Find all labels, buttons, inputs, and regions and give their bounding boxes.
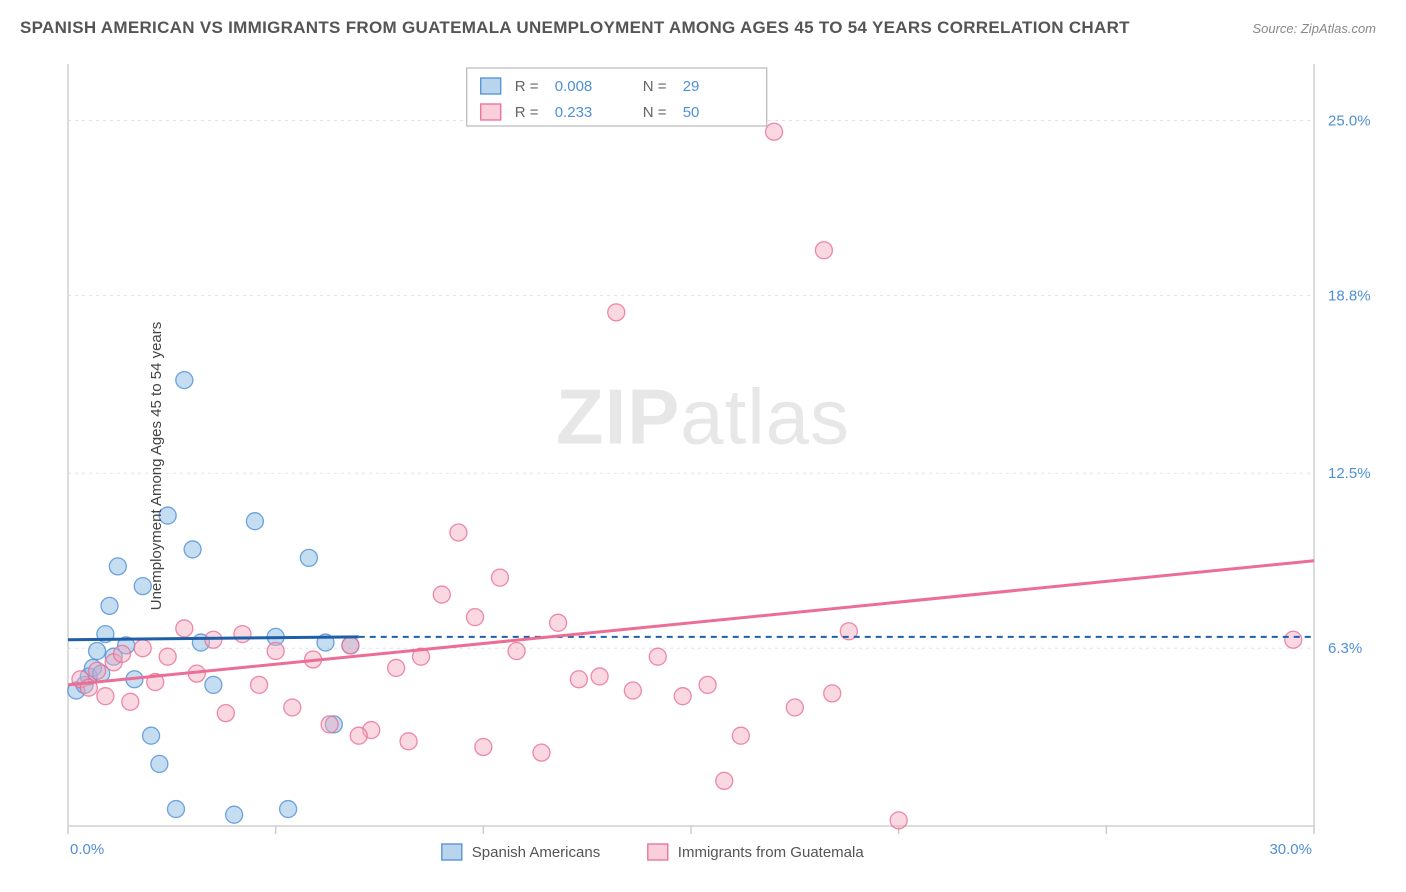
- chart-title: SPANISH AMERICAN VS IMMIGRANTS FROM GUAT…: [20, 18, 1130, 38]
- svg-text:R =: R =: [515, 78, 539, 95]
- scatter-chart: 6.3% 12.5% 18.8% 25.0% 0.0% 30.0% R = 0.008 N = 2…: [20, 58, 1386, 872]
- svg-text:N =: N =: [643, 78, 667, 95]
- svg-text:Spanish Americans: Spanish Americans: [472, 844, 600, 861]
- source-attribution: Source: ZipAtlas.com: [1252, 21, 1376, 36]
- svg-text:0.0%: 0.0%: [70, 841, 104, 858]
- svg-text:12.5%: 12.5%: [1328, 465, 1371, 482]
- svg-text:0.008: 0.008: [555, 78, 593, 95]
- svg-text:18.8%: 18.8%: [1328, 287, 1371, 304]
- svg-text:Immigrants from Guatemala: Immigrants from Guatemala: [678, 844, 865, 861]
- svg-text:R =: R =: [515, 104, 539, 121]
- svg-text:0.233: 0.233: [555, 104, 593, 121]
- svg-text:30.0%: 30.0%: [1269, 841, 1312, 858]
- svg-text:25.0%: 25.0%: [1328, 112, 1371, 129]
- svg-text:N =: N =: [643, 104, 667, 121]
- chart-area: Unemployment Among Ages 45 to 54 years Z…: [20, 58, 1386, 874]
- svg-text:29: 29: [683, 78, 700, 95]
- y-axis-label: Unemployment Among Ages 45 to 54 years: [148, 322, 165, 611]
- svg-text:50: 50: [683, 104, 700, 121]
- svg-text:6.3%: 6.3%: [1328, 640, 1362, 657]
